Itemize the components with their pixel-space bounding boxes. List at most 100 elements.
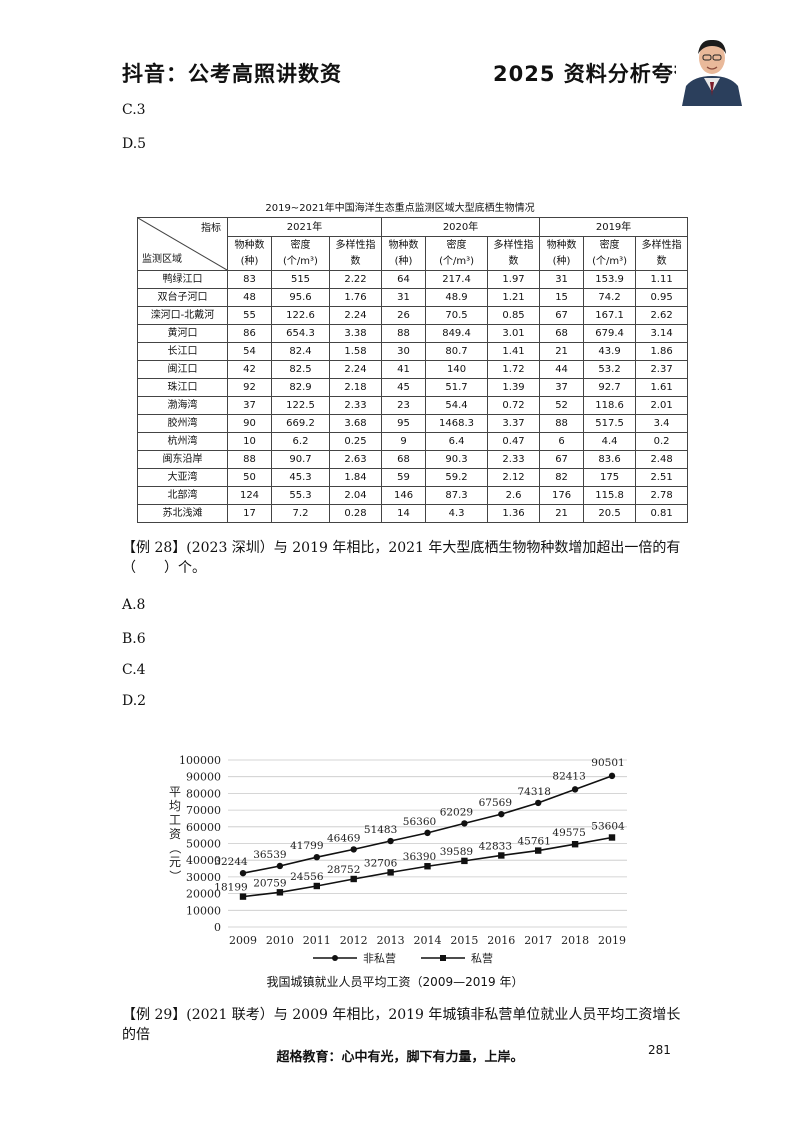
table-row: 鸭绿江口 83 515 2.22 64 217.4 1.97 31 153.9 1.11 bbox=[137, 270, 689, 289]
data-point bbox=[239, 869, 247, 877]
value-cell: 90.3 bbox=[425, 450, 489, 469]
data-point bbox=[276, 889, 284, 896]
value-cell: 3.4 bbox=[635, 414, 689, 433]
chart-title: 我国城镇就业人员平均工资（2009—2019 年） bbox=[267, 975, 524, 989]
value-cell: 0.28 bbox=[328, 504, 383, 523]
sub-header-line: 数 bbox=[350, 255, 361, 267]
data-label: 49575 bbox=[552, 827, 585, 839]
data-point bbox=[535, 799, 542, 807]
value-cell: 1.39 bbox=[487, 378, 541, 397]
region-cell: 鸭绿江口 bbox=[137, 270, 228, 289]
value-cell: 669.2 bbox=[271, 414, 330, 433]
value-cell: 4.4 bbox=[583, 432, 637, 451]
year-header-2019: 2019年 bbox=[539, 217, 689, 237]
data-label: 51483 bbox=[364, 824, 397, 836]
data-point bbox=[608, 772, 616, 780]
y-tick-label: 10000 bbox=[186, 904, 221, 917]
sub-header-1: 密度 (个/m³) bbox=[271, 236, 330, 271]
value-cell: 517.5 bbox=[583, 414, 637, 433]
value-cell: 82 bbox=[539, 468, 585, 487]
region-cell: 珠江口 bbox=[137, 378, 228, 397]
value-cell: 2.63 bbox=[328, 450, 383, 469]
y-tick-label: 40000 bbox=[186, 854, 221, 867]
value-cell: 118.6 bbox=[583, 396, 637, 415]
value-cell: 88 bbox=[227, 450, 272, 469]
value-cell: 45.3 bbox=[271, 468, 330, 487]
table-row: 闽江口 42 82.5 2.24 41 140 1.72 44 53.2 2.37 bbox=[137, 360, 689, 379]
value-cell: 43.9 bbox=[583, 342, 637, 361]
sub-header-line: (个/m³) bbox=[592, 255, 628, 267]
data-label: 20759 bbox=[253, 877, 286, 889]
data-point bbox=[313, 882, 320, 890]
value-cell: 54 bbox=[227, 342, 272, 361]
value-cell: 26 bbox=[381, 306, 427, 325]
value-cell: 44 bbox=[539, 360, 585, 379]
value-cell: 82.9 bbox=[271, 378, 330, 397]
value-cell: 122.6 bbox=[271, 306, 330, 325]
table-row: 杭州湾 10 6.2 0.25 9 6.4 0.47 6 4.4 0.2 bbox=[137, 432, 689, 451]
region-cell: 滦河口-北戴河 bbox=[137, 306, 228, 325]
y-tick-label: 20000 bbox=[186, 888, 221, 901]
value-cell: 2.18 bbox=[328, 378, 383, 397]
value-cell: 6 bbox=[539, 432, 585, 451]
value-cell: 48.9 bbox=[425, 288, 489, 307]
y-tick-label: 100000 bbox=[179, 754, 221, 767]
sub-header-line: 数 bbox=[656, 255, 667, 267]
value-cell: 1.97 bbox=[487, 270, 541, 289]
data-point bbox=[350, 846, 357, 853]
table-row: 长江口 54 82.4 1.58 30 80.7 1.41 21 43.9 1.86 bbox=[137, 342, 689, 361]
presenter-avatar bbox=[676, 30, 748, 106]
value-cell: 9 bbox=[381, 432, 427, 451]
sub-header-line: 多样性指 bbox=[493, 239, 534, 251]
value-cell: 68 bbox=[539, 324, 585, 343]
value-cell: 17 bbox=[227, 504, 272, 523]
value-cell: 54.4 bbox=[425, 396, 489, 415]
value-cell: 74.2 bbox=[583, 288, 637, 307]
value-cell: 90.7 bbox=[271, 450, 330, 469]
value-cell: 59 bbox=[381, 468, 427, 487]
value-cell: 654.3 bbox=[271, 324, 330, 343]
table-row: 闽东沿岸 88 90.7 2.63 68 90.3 2.33 67 83.6 2.48 bbox=[137, 450, 689, 469]
table-row: 苏北浅滩 17 7.2 0.28 14 4.3 1.36 21 20.5 0.81 bbox=[137, 504, 689, 523]
data-point bbox=[608, 834, 616, 841]
sub-header-line: 物种数 bbox=[388, 239, 419, 251]
value-cell: 2.6 bbox=[487, 486, 541, 505]
value-cell: 2.51 bbox=[635, 468, 689, 487]
value-cell: 2.22 bbox=[328, 270, 383, 289]
table-row: 渤海湾 37 122.5 2.33 23 54.4 0.72 52 118.6 2.01 bbox=[137, 396, 689, 415]
data-point bbox=[535, 847, 542, 854]
y-axis-label-char: 平 bbox=[169, 785, 181, 799]
value-cell: 41 bbox=[381, 360, 427, 379]
value-cell: 4.3 bbox=[425, 504, 489, 523]
region-cell: 大亚湾 bbox=[137, 468, 228, 487]
y-tick-label: 60000 bbox=[186, 821, 221, 834]
data-point bbox=[239, 893, 247, 900]
value-cell: 2.62 bbox=[635, 306, 689, 325]
header-left-title: 抖音：公考高照讲数资 bbox=[122, 62, 342, 86]
value-cell: 55.3 bbox=[271, 486, 330, 505]
sub-header-6: 物种数 (种) bbox=[539, 236, 585, 271]
legend-marker bbox=[440, 955, 446, 961]
region-cell: 长江口 bbox=[137, 342, 228, 361]
y-axis-label-char: ） bbox=[168, 870, 182, 882]
value-cell: 30 bbox=[381, 342, 427, 361]
value-cell: 31 bbox=[539, 270, 585, 289]
value-cell: 1.61 bbox=[635, 378, 689, 397]
legend-label: 私营 bbox=[471, 951, 493, 965]
data-point bbox=[387, 869, 394, 876]
value-cell: 2.37 bbox=[635, 360, 689, 379]
question-29-text: 【例 29】(2021 联考）与 2009 年相比，2019 年城镇非私营单位就… bbox=[122, 1007, 681, 1043]
data-point bbox=[424, 863, 431, 870]
data-point bbox=[461, 820, 468, 827]
q28-option-b: B.6 bbox=[122, 631, 146, 647]
data-label: 74318 bbox=[517, 786, 550, 798]
q28-option-a: A.8 bbox=[122, 597, 146, 613]
y-axis-label-char: （ bbox=[168, 842, 182, 854]
sub-header-line: 密度 bbox=[599, 239, 620, 251]
value-cell: 70.5 bbox=[425, 306, 489, 325]
sub-header-8: 多样性指数 bbox=[635, 236, 689, 271]
value-cell: 14 bbox=[381, 504, 427, 523]
sub-header-line: 数 bbox=[508, 255, 519, 267]
data-label: 36390 bbox=[403, 851, 436, 863]
table-row: 大亚湾 50 45.3 1.84 59 59.2 2.12 82 175 2.51 bbox=[137, 468, 689, 487]
